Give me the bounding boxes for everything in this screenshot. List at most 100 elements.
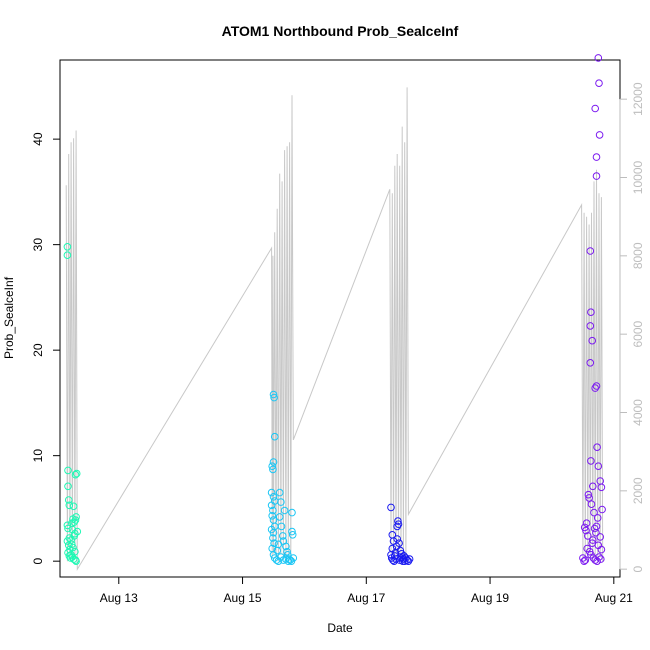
data-point xyxy=(591,384,600,392)
data-point xyxy=(269,528,278,537)
data-point xyxy=(269,493,278,501)
data-point xyxy=(591,104,600,113)
data-point xyxy=(586,322,595,330)
data-point xyxy=(593,514,602,522)
data-point xyxy=(586,247,595,255)
data-point xyxy=(274,557,283,566)
data-point xyxy=(387,503,395,512)
x-tick-label: Aug 17 xyxy=(347,591,385,605)
data-point xyxy=(270,539,278,548)
data-point xyxy=(582,519,591,528)
series-1 xyxy=(63,243,82,566)
data-point xyxy=(277,522,286,531)
data-point xyxy=(64,482,72,491)
data-point xyxy=(275,488,284,497)
points-layer xyxy=(63,54,606,566)
y-tick-label: 40 xyxy=(31,132,45,146)
data-point xyxy=(68,519,76,528)
data-point xyxy=(585,494,593,502)
data-point xyxy=(73,527,82,536)
data-point xyxy=(65,501,74,510)
data-point xyxy=(275,513,284,521)
data-point xyxy=(277,498,285,506)
chart-title: ATOM1 Northbound Prob_SealceInf xyxy=(222,23,459,39)
data-point xyxy=(274,540,283,549)
y-tick-label: 30 xyxy=(31,238,45,252)
x-tick-label: Aug 13 xyxy=(100,591,138,605)
data-point xyxy=(267,488,276,497)
data-point xyxy=(63,251,72,259)
data-point xyxy=(395,556,404,564)
y-tick-label: 10 xyxy=(31,449,45,463)
data-point xyxy=(595,79,603,87)
data-point xyxy=(592,153,601,161)
data-point xyxy=(63,521,72,530)
data-point xyxy=(72,469,81,478)
data-point xyxy=(405,555,414,563)
y-tick-label: 0 xyxy=(31,558,45,565)
data-point xyxy=(597,483,606,492)
data-point xyxy=(594,462,603,471)
data-point xyxy=(592,172,601,180)
x-axis: Aug 13 Aug 15 Aug 17 Aug 19 Aug 21 xyxy=(100,576,633,605)
data-point xyxy=(68,540,76,549)
data-point xyxy=(270,432,279,441)
data-point xyxy=(598,505,606,514)
data-point xyxy=(588,336,597,345)
data-point xyxy=(64,524,72,533)
data-point xyxy=(269,458,278,466)
data-point xyxy=(69,543,77,552)
data-point xyxy=(584,490,593,499)
data-point xyxy=(592,382,601,390)
data-point xyxy=(581,556,590,564)
data-point xyxy=(387,551,395,559)
data-point xyxy=(595,131,604,139)
y-tick-label: 20 xyxy=(31,343,45,357)
data-point xyxy=(582,526,590,535)
data-point xyxy=(580,557,588,566)
data-point xyxy=(288,527,296,536)
y2-tick-label: 8000 xyxy=(631,242,645,269)
series-4 xyxy=(579,54,606,566)
data-point xyxy=(586,359,595,367)
data-point xyxy=(268,462,277,471)
data-point xyxy=(595,553,603,561)
y2-tick-label: 6000 xyxy=(631,320,645,347)
data-point xyxy=(279,532,287,540)
y2-tick-label: 0 xyxy=(631,566,645,573)
line-series xyxy=(65,87,604,571)
y2-tick-label: 10000 xyxy=(631,160,645,194)
data-point xyxy=(280,506,289,515)
data-point xyxy=(267,501,276,510)
data-point xyxy=(270,393,278,402)
data-point xyxy=(394,520,403,529)
data-point xyxy=(587,500,596,509)
x-axis-label: Date xyxy=(327,621,353,635)
data-point xyxy=(269,506,277,515)
data-point xyxy=(584,532,592,540)
line-layer xyxy=(65,87,604,571)
series-2 xyxy=(267,390,298,566)
data-point xyxy=(593,443,601,452)
data-point xyxy=(64,466,72,475)
data-point xyxy=(269,390,278,399)
data-point xyxy=(400,552,408,560)
data-point xyxy=(67,551,75,559)
data-point xyxy=(588,539,597,548)
data-point xyxy=(597,545,606,554)
data-point xyxy=(269,534,277,542)
data-point xyxy=(63,243,72,251)
y2-tick-label: 4000 xyxy=(631,399,645,426)
data-point xyxy=(64,496,73,504)
data-point xyxy=(394,517,402,525)
data-point xyxy=(587,308,595,317)
data-point xyxy=(71,470,80,479)
y2-tick-label: 12000 xyxy=(631,82,645,116)
data-point xyxy=(288,508,296,517)
data-point xyxy=(399,557,407,566)
data-point xyxy=(395,539,403,548)
data-point xyxy=(390,557,398,566)
data-point xyxy=(589,536,597,544)
data-point xyxy=(282,555,290,563)
